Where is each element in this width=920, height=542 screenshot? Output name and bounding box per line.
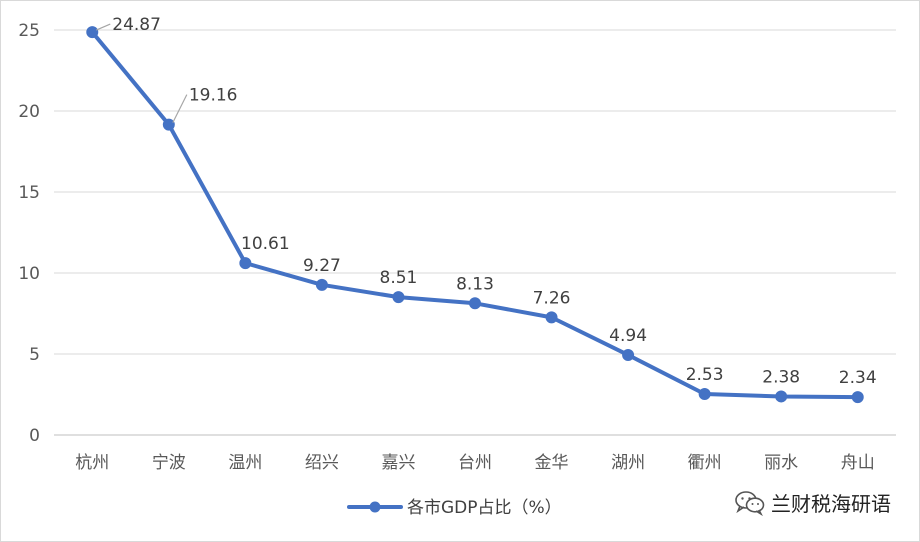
x-tick-label: 丽水 — [764, 453, 798, 473]
x-tick-label: 衢州 — [688, 452, 722, 473]
data-label: 24.87 — [112, 15, 161, 35]
data-label: 9.27 — [303, 256, 341, 276]
data-point — [239, 257, 252, 270]
data-point — [622, 348, 635, 361]
x-tick-label: 嘉兴 — [381, 453, 415, 473]
data-label: 19.16 — [189, 86, 238, 106]
data-point — [698, 388, 711, 401]
data-point — [86, 26, 99, 39]
y-tick-label: 10 — [18, 264, 40, 284]
data-label: 2.34 — [839, 368, 877, 388]
data-point — [545, 311, 558, 324]
x-tick-label: 金华 — [535, 453, 569, 473]
y-tick-label: 15 — [18, 183, 40, 203]
legend-swatch-marker — [369, 501, 381, 513]
x-tick-label: 绍兴 — [305, 453, 339, 473]
x-tick-label: 台州 — [458, 453, 492, 473]
data-label: 7.26 — [533, 288, 571, 308]
data-label: 4.94 — [609, 326, 647, 346]
data-label: 10.61 — [241, 234, 290, 254]
leader-line — [96, 23, 111, 31]
legend-label: 各市GDP占比（%） — [407, 498, 562, 518]
data-label: 8.13 — [456, 274, 494, 294]
data-point — [469, 297, 481, 310]
data-point — [315, 278, 328, 291]
data-label: 2.38 — [762, 367, 800, 387]
x-tick-label: 杭州 — [75, 453, 109, 473]
x-tick-label: 宁波 — [152, 453, 186, 473]
x-tick-label: 舟山 — [841, 453, 875, 473]
leader-line — [172, 94, 188, 123]
y-tick-label: 0 — [29, 426, 40, 446]
data-point — [851, 391, 864, 404]
data-point — [392, 291, 405, 304]
data-label: 2.53 — [686, 365, 724, 385]
x-tick-label: 湖州 — [611, 453, 645, 473]
data-label: 8.51 — [380, 268, 418, 288]
y-tick-label: 25 — [18, 21, 40, 41]
y-tick-label: 20 — [18, 102, 40, 122]
data-point — [775, 390, 788, 403]
wechat-icon — [735, 490, 765, 516]
watermark-text: 兰财税海研语 — [771, 492, 891, 516]
y-tick-label: 5 — [29, 345, 40, 365]
watermark: 兰财税海研语 — [735, 488, 891, 517]
x-tick-label: 温州 — [228, 453, 262, 473]
data-point — [162, 118, 175, 131]
